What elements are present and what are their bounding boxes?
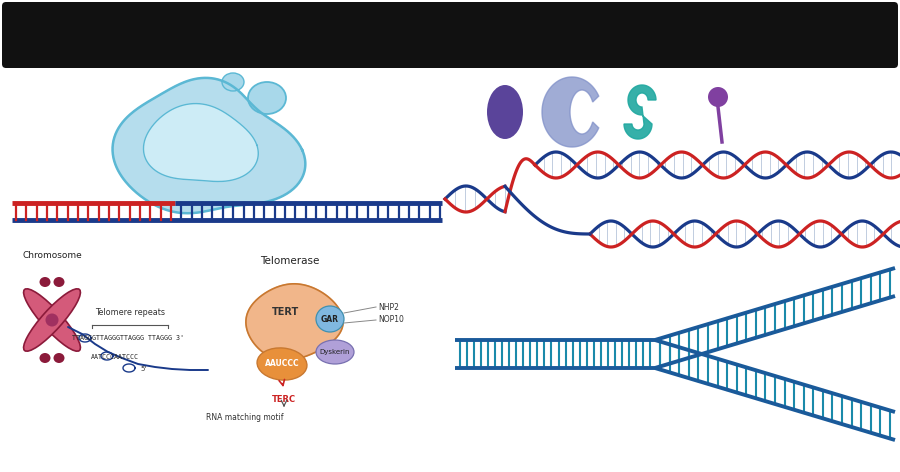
Text: TTAGGGTTAGGGTTAGGG TTAGGG 3': TTAGGGTTAGGGTTAGGG TTAGGG 3'	[72, 335, 184, 341]
Ellipse shape	[248, 82, 286, 114]
Text: NHP2: NHP2	[378, 303, 399, 312]
Ellipse shape	[23, 289, 80, 351]
Text: Dyskerin: Dyskerin	[320, 349, 350, 355]
Polygon shape	[624, 85, 656, 139]
Ellipse shape	[257, 348, 307, 380]
Polygon shape	[112, 78, 305, 213]
Text: Telomerase: Telomerase	[260, 256, 320, 266]
Text: Telomere repeats: Telomere repeats	[95, 308, 165, 317]
Ellipse shape	[316, 306, 344, 332]
Polygon shape	[542, 77, 598, 147]
FancyBboxPatch shape	[2, 2, 898, 68]
Polygon shape	[246, 284, 343, 360]
Text: AATCCCAATCCC: AATCCCAATCCC	[91, 354, 139, 360]
Ellipse shape	[316, 340, 354, 364]
Ellipse shape	[708, 87, 728, 107]
Text: 5': 5'	[140, 366, 146, 372]
Text: AAUCCC: AAUCCC	[265, 360, 300, 369]
Text: TERC: TERC	[272, 396, 296, 405]
Text: GAR: GAR	[321, 314, 339, 323]
Text: Chromosome: Chromosome	[22, 251, 82, 260]
Ellipse shape	[46, 313, 58, 327]
Text: DNA Replication: DNA Replication	[311, 20, 589, 50]
Ellipse shape	[40, 353, 50, 363]
Ellipse shape	[487, 85, 523, 139]
Ellipse shape	[23, 289, 80, 351]
Text: TERT: TERT	[273, 307, 300, 317]
Ellipse shape	[53, 277, 65, 287]
Polygon shape	[143, 103, 258, 182]
Ellipse shape	[53, 353, 65, 363]
Ellipse shape	[40, 277, 50, 287]
Text: NOP10: NOP10	[378, 315, 404, 325]
Ellipse shape	[222, 73, 244, 91]
Text: RNA matching motif: RNA matching motif	[206, 413, 284, 422]
